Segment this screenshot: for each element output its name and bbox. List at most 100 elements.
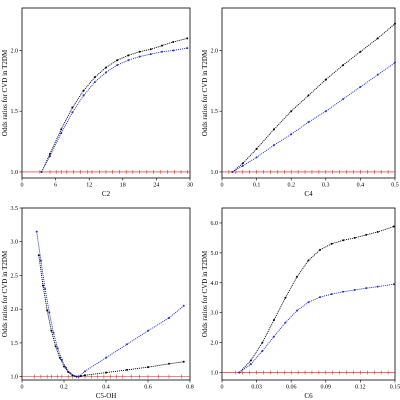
x-tick: 0.3 bbox=[322, 178, 330, 189]
panel-c5-oh: 0 0.2 0.4 0.6 0.8 1.0 1.5 2.0 2.5 3.0 3.5 C5-OH Odds… bbox=[0, 200, 200, 400]
data-point bbox=[82, 89, 85, 92]
data-point bbox=[82, 94, 85, 97]
x-tick: 24 bbox=[153, 178, 159, 189]
y-tick: 1.0 bbox=[11, 375, 22, 381]
data-point bbox=[241, 162, 244, 165]
series-black bbox=[231, 22, 396, 173]
data-point bbox=[342, 64, 345, 67]
series-line bbox=[41, 37, 188, 173]
x-tick-label: 30 bbox=[187, 183, 193, 189]
data-point bbox=[147, 366, 149, 369]
series-black bbox=[238, 225, 395, 374]
data-point bbox=[52, 331, 55, 334]
y-tick-label: 2.0 bbox=[11, 49, 19, 55]
data-point bbox=[365, 287, 368, 290]
data-point bbox=[48, 311, 51, 314]
data-point bbox=[149, 53, 152, 56]
series-line bbox=[239, 283, 394, 373]
x-tick-label: 0.15 bbox=[390, 385, 400, 391]
data-point bbox=[35, 230, 38, 233]
data-point bbox=[359, 85, 362, 88]
data-point bbox=[147, 329, 149, 332]
data-point bbox=[126, 368, 128, 371]
data-point bbox=[272, 144, 275, 147]
data-point bbox=[261, 349, 264, 352]
y-tick: 2.0 bbox=[211, 341, 222, 347]
y-tick-label: 2.0 bbox=[211, 49, 219, 55]
data-point bbox=[392, 225, 395, 228]
data-point bbox=[365, 233, 368, 236]
x-tick-label: 0 bbox=[221, 385, 224, 391]
x-tick-label: 0.2 bbox=[287, 183, 295, 189]
plot-frame bbox=[221, 207, 396, 381]
data-point bbox=[168, 316, 170, 319]
chart-c2: 0 6 12 18 24 30 1.0 1.5 2.0 C2 Odds ratios for CVD… bbox=[1, 7, 193, 198]
x-tick-label: 0.6 bbox=[144, 385, 152, 391]
data-point bbox=[60, 128, 63, 131]
data-point bbox=[65, 366, 68, 369]
series-black bbox=[40, 37, 189, 173]
data-point bbox=[116, 59, 119, 62]
x-tick: 0 bbox=[221, 380, 224, 391]
series-blue bbox=[231, 61, 396, 173]
y-tick-label: 2.0 bbox=[211, 341, 219, 347]
data-point bbox=[342, 98, 345, 101]
data-point bbox=[290, 110, 293, 113]
data-point bbox=[60, 132, 63, 135]
y-tick-label: 3.0 bbox=[211, 311, 219, 317]
y-axis-title: Odds ratios for CVD in T2DM bbox=[1, 250, 9, 337]
x-axis-title: C5-OH bbox=[96, 392, 117, 400]
data-point bbox=[376, 37, 379, 40]
data-point bbox=[172, 49, 175, 52]
x-tick: 0.09 bbox=[321, 380, 331, 391]
y-axis-title: Odds ratios for CVD in T2DM bbox=[1, 49, 9, 136]
x-tick-label: 6 bbox=[54, 183, 57, 189]
y-tick: 1.5 bbox=[211, 109, 222, 115]
panel-c2: 0 6 12 18 24 30 1.0 1.5 2.0 C2 Odds ratios for CVD… bbox=[0, 0, 200, 200]
y-tick: 2.0 bbox=[11, 49, 22, 55]
x-tick: 0.2 bbox=[60, 380, 68, 391]
data-point bbox=[307, 121, 310, 124]
data-point bbox=[127, 59, 130, 62]
data-point bbox=[186, 47, 189, 50]
y-tick: 1.0 bbox=[211, 170, 222, 176]
x-tick: 30 bbox=[187, 178, 193, 189]
data-point bbox=[284, 296, 287, 299]
panel-c6: 0 0.03 0.06 0.09 0.12 0.15 1.0 2.0 3.0 4.0 5.0 6.0 C… bbox=[200, 200, 400, 400]
x-tick-label: 12 bbox=[86, 183, 92, 189]
x-tick-label: 0 bbox=[221, 183, 224, 189]
x-axis-title: C2 bbox=[102, 190, 111, 198]
y-tick-label: 1.5 bbox=[11, 341, 19, 347]
y-tick-label: 2.0 bbox=[11, 307, 19, 313]
data-point bbox=[60, 358, 63, 361]
x-tick: 0.12 bbox=[355, 380, 366, 391]
data-point bbox=[172, 41, 175, 43]
data-point bbox=[261, 341, 264, 344]
y-tick-label: 1.5 bbox=[11, 109, 19, 115]
data-point bbox=[231, 170, 234, 173]
x-tick-label: 0 bbox=[21, 183, 24, 189]
x-tick-label: 0.3 bbox=[322, 183, 330, 189]
data-point bbox=[84, 370, 86, 373]
y-tick: 2.5 bbox=[11, 273, 22, 279]
data-point bbox=[49, 152, 51, 155]
data-point bbox=[161, 44, 163, 47]
x-tick-label: 0.2 bbox=[60, 385, 68, 391]
data-point bbox=[330, 293, 333, 296]
series-line bbox=[36, 231, 184, 378]
x-tick: 0.2 bbox=[287, 178, 295, 189]
y-tick-label: 1.0 bbox=[11, 170, 19, 176]
x-tick: 12 bbox=[86, 178, 92, 189]
data-point bbox=[307, 301, 310, 304]
data-point bbox=[353, 288, 356, 291]
x-tick-label: 18 bbox=[120, 183, 126, 189]
y-tick: 3.0 bbox=[11, 240, 22, 246]
data-point bbox=[56, 347, 59, 350]
y-axis-title: Odds ratios for CVD in T2DM bbox=[201, 49, 209, 136]
plot-frame bbox=[21, 7, 191, 179]
data-point bbox=[50, 329, 53, 332]
data-point bbox=[54, 345, 57, 348]
x-tick-label: 0.5 bbox=[391, 183, 399, 189]
data-point bbox=[376, 73, 379, 76]
data-point bbox=[319, 296, 322, 299]
